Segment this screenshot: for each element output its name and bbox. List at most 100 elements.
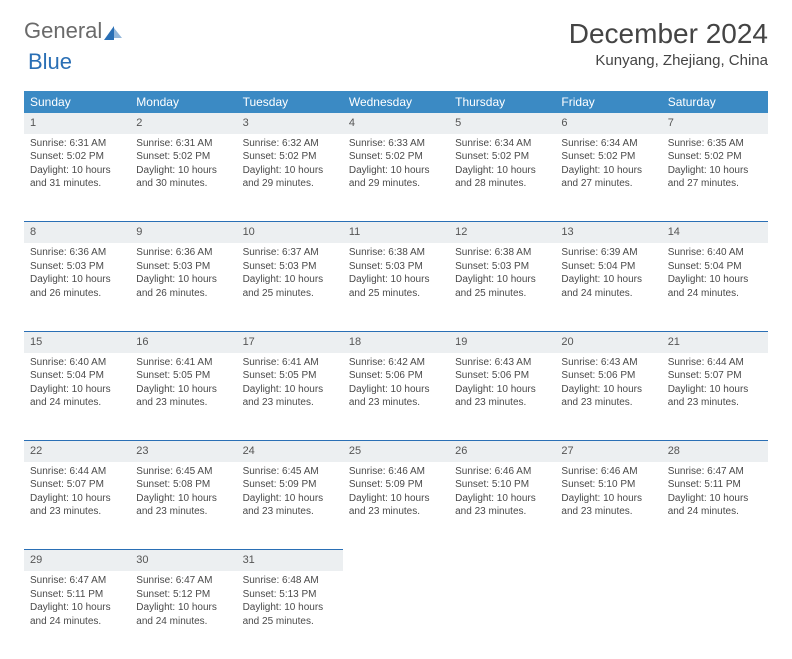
day-number-cell: 15 xyxy=(24,331,130,352)
day-number-cell: 17 xyxy=(237,331,343,352)
daylight-line: Daylight: 10 hours and 23 minutes. xyxy=(561,493,642,518)
day-number-row: 15161718192021 xyxy=(24,331,768,352)
sunrise-line: Sunrise: 6:42 AM xyxy=(349,357,425,368)
weekday-header: Thursday xyxy=(449,91,555,113)
sunset-line: Sunset: 5:07 PM xyxy=(30,479,104,490)
day-content-cell: Sunrise: 6:46 AMSunset: 5:10 PMDaylight:… xyxy=(555,462,661,550)
daylight-line: Daylight: 10 hours and 23 minutes. xyxy=(455,493,536,518)
day-number-cell: 8 xyxy=(24,222,130,243)
sunset-line: Sunset: 5:03 PM xyxy=(349,261,423,272)
day-content-row: Sunrise: 6:47 AM Sunset: 5:11 PM Daylight:… xyxy=(24,571,768,659)
day-content-cell: Sunrise: 6:41 AMSunset: 5:05 PMDaylight:… xyxy=(130,353,236,441)
sunrise-line: Sunrise: 6:34 AM xyxy=(455,138,531,149)
day-content-cell: Sunrise: 6:43 AMSunset: 5:06 PMDaylight:… xyxy=(449,353,555,441)
day-number-cell xyxy=(343,550,449,571)
day-content-row: Sunrise: 6:36 AMSunset: 5:03 PMDaylight:… xyxy=(24,243,768,331)
sunrise-line: Sunrise: 6:34 AM xyxy=(561,138,637,149)
day-content-row: Sunrise: 6:31 AMSunset: 5:02 PMDaylight:… xyxy=(24,134,768,222)
logo-triangle-icon xyxy=(114,28,122,38)
day-content-cell: Sunrise: 6:40 AMSunset: 5:04 PMDaylight:… xyxy=(24,353,130,441)
title-block: December 2024 Kunyang, Zhejiang, China xyxy=(569,18,768,69)
day-number-cell: 14 xyxy=(662,222,768,243)
sunrise-line: Sunrise: 6:43 AM xyxy=(455,357,531,368)
weekday-header: Monday xyxy=(130,91,236,113)
sunrise-line: Sunrise: 6:46 AM xyxy=(455,466,531,477)
daylight-line: Daylight: 10 hours and 29 minutes. xyxy=(243,165,324,190)
daylight-line: Daylight: 10 hours and 31 minutes. xyxy=(30,165,111,190)
day-number-cell: 23 xyxy=(130,441,236,462)
day-number-row: 22232425262728 xyxy=(24,441,768,462)
sunrise-line: Sunrise: 6:45 AM xyxy=(243,466,319,477)
daylight-line: Daylight: 10 hours and 24 minutes. xyxy=(561,274,642,299)
day-content-cell: Sunrise: 6:34 AMSunset: 5:02 PMDaylight:… xyxy=(555,134,661,222)
sunset-line: Sunset: 5:02 PM xyxy=(455,151,529,162)
logo-triangle-icon xyxy=(104,26,114,40)
daylight-line: Daylight: 10 hours and 30 minutes. xyxy=(136,165,217,190)
day-number-cell: 9 xyxy=(130,222,236,243)
logo: General xyxy=(24,18,122,44)
sunrise-line: Sunrise: 6:47 AM xyxy=(136,575,212,586)
daylight-line: Daylight: 10 hours and 23 minutes. xyxy=(243,384,324,409)
weekday-header: Friday xyxy=(555,91,661,113)
sunrise-line: Sunrise: 6:48 AM xyxy=(243,575,319,586)
sunset-line: Sunset: 5:04 PM xyxy=(561,261,635,272)
daylight-line: Daylight: 10 hours and 23 minutes. xyxy=(30,493,111,518)
day-content-cell: Sunrise: 6:47 AMSunset: 5:11 PMDaylight:… xyxy=(24,571,130,659)
day-number-cell: 21 xyxy=(662,331,768,352)
sunset-line: Sunset: 5:05 PM xyxy=(243,370,317,381)
sunrise-line: Sunrise: 6:43 AM xyxy=(561,357,637,368)
sunset-line: Sunset: 5:03 PM xyxy=(243,261,317,272)
sunrise-line: Sunrise: 6:37 AM xyxy=(243,247,319,258)
logo-text-blue: Blue xyxy=(28,49,72,75)
sunset-line: Sunset: 5:02 PM xyxy=(349,151,423,162)
sunrise-line: Sunrise: 6:33 AM xyxy=(349,138,425,149)
daylight-line: Daylight: 10 hours and 26 minutes. xyxy=(30,274,111,299)
day-number-cell: 4 xyxy=(343,113,449,134)
sunset-line: Sunset: 5:04 PM xyxy=(30,370,104,381)
daylight-line: Daylight: 10 hours and 23 minutes. xyxy=(136,493,217,518)
daylight-line: Daylight: 10 hours and 23 minutes. xyxy=(561,384,642,409)
sunset-line: Sunset: 5:10 PM xyxy=(561,479,635,490)
month-title: December 2024 xyxy=(569,18,768,50)
day-content-cell xyxy=(343,571,449,659)
sunset-line: Sunset: 5:09 PM xyxy=(349,479,423,490)
sunset-line: Sunset: 5:06 PM xyxy=(561,370,635,381)
day-content-cell: Sunrise: 6:43 AM Sunset: 5:06 PM Daylight:… xyxy=(555,353,661,441)
sunset-line: Sunset: 5:06 PM xyxy=(455,370,529,381)
day-number-cell: 25 xyxy=(343,441,449,462)
daylight-line: Daylight: 10 hours and 25 minutes. xyxy=(243,602,324,627)
daylight-line: Daylight: 10 hours and 23 minutes. xyxy=(668,384,749,409)
sunset-line: Sunset: 5:11 PM xyxy=(668,479,741,490)
day-number-cell: 27 xyxy=(555,441,661,462)
day-content-cell: Sunrise: 6:46 AMSunset: 5:09 PMDaylight:… xyxy=(343,462,449,550)
calendar-table: SundayMondayTuesdayWednesdayThursdayFrid… xyxy=(24,91,768,659)
sunrise-line: Sunrise: 6:41 AM xyxy=(136,357,212,368)
day-content-cell: Sunrise: 6:37 AMSunset: 5:03 PMDaylight:… xyxy=(237,243,343,331)
sunset-line: Sunset: 5:03 PM xyxy=(136,261,210,272)
sunrise-line: Sunrise: 6:47 AM xyxy=(30,575,106,586)
daylight-line: Daylight: 10 hours and 24 minutes. xyxy=(136,602,217,627)
day-number-cell: 1 xyxy=(24,113,130,134)
sunset-line: Sunset: 5:07 PM xyxy=(668,370,742,381)
day-number-cell: 3 xyxy=(237,113,343,134)
sunset-line: Sunset: 5:11 PM xyxy=(30,589,103,600)
day-number-cell: 5 xyxy=(449,113,555,134)
sunrise-line: Sunrise: 6:46 AM xyxy=(349,466,425,477)
day-number-cell: 11 xyxy=(343,222,449,243)
day-number-cell: 7 xyxy=(662,113,768,134)
day-number-cell: 29 xyxy=(24,550,130,571)
day-content-cell: Sunrise: 6:46 AMSunset: 5:10 PMDaylight:… xyxy=(449,462,555,550)
day-number-cell: 2 xyxy=(130,113,236,134)
sunrise-line: Sunrise: 6:45 AM xyxy=(136,466,212,477)
day-content-cell: Sunrise: 6:42 AMSunset: 5:06 PMDaylight:… xyxy=(343,353,449,441)
sunset-line: Sunset: 5:02 PM xyxy=(30,151,104,162)
sunrise-line: Sunrise: 6:39 AM xyxy=(561,247,637,258)
day-content-cell: Sunrise: 6:31 AMSunset: 5:02 PMDaylight:… xyxy=(24,134,130,222)
daylight-line: Daylight: 10 hours and 26 minutes. xyxy=(136,274,217,299)
day-number-cell: 16 xyxy=(130,331,236,352)
sunset-line: Sunset: 5:02 PM xyxy=(243,151,317,162)
day-number-cell: 30 xyxy=(130,550,236,571)
weekday-header: Wednesday xyxy=(343,91,449,113)
sunrise-line: Sunrise: 6:38 AM xyxy=(455,247,531,258)
daylight-line: Daylight: 10 hours and 24 minutes. xyxy=(668,274,749,299)
